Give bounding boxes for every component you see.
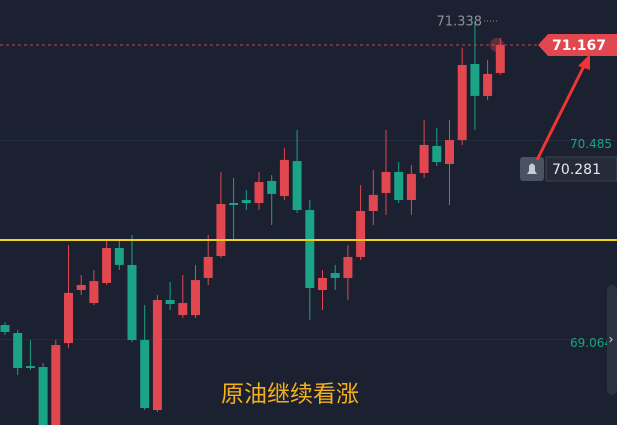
max-label: 71.338 — [437, 15, 483, 30]
candle-body — [127, 264, 137, 340]
alert-price-label: 70.281 — [552, 162, 601, 178]
candle-body — [394, 171, 404, 200]
last-price-label: 71.167 — [552, 38, 606, 54]
candle-body — [318, 277, 327, 291]
candle-body — [76, 284, 86, 291]
candle-body — [419, 144, 429, 173]
y-tick-label: 69.064 — [570, 336, 612, 350]
candle-body — [114, 247, 124, 265]
candle-body — [470, 63, 480, 96]
candle-body — [495, 44, 505, 73]
candle-body — [406, 173, 416, 200]
candle-body — [445, 140, 454, 164]
candle-body — [432, 145, 442, 163]
candle-body — [330, 273, 340, 278]
candle-body — [38, 367, 48, 425]
last-price-tag — [538, 33, 617, 56]
candle-body — [279, 159, 289, 197]
candle-body — [0, 325, 10, 333]
candle-body — [267, 180, 277, 194]
candle-body — [483, 73, 493, 96]
y-tick-label: 70.485 — [570, 137, 612, 151]
candle-body — [356, 211, 366, 257]
candle-body — [102, 247, 112, 284]
scrollbar[interactable] — [607, 285, 617, 395]
candle-body — [140, 340, 150, 409]
annotation: 原油继续看涨 — [221, 382, 359, 408]
candle-body — [89, 281, 99, 304]
candle-body — [343, 256, 353, 278]
candle-body — [241, 199, 251, 204]
candle-body — [25, 366, 35, 369]
candle-body — [457, 64, 467, 141]
candle-body — [13, 332, 23, 369]
arrow — [535, 65, 586, 161]
arrow-head — [578, 54, 590, 70]
candle-body — [51, 345, 61, 425]
candle-body — [229, 203, 239, 206]
candle-body — [254, 182, 264, 204]
candle-body — [305, 210, 315, 289]
candle-body — [381, 171, 391, 193]
candle-body — [203, 256, 213, 278]
candle-body — [216, 204, 226, 256]
candle-body — [292, 161, 302, 211]
last-price-glow — [490, 37, 504, 52]
candle-body — [178, 303, 188, 316]
alert-price-box — [545, 156, 617, 182]
scroll-arrow[interactable]: › — [608, 333, 613, 348]
candle-body — [191, 280, 200, 316]
candle-body — [368, 194, 378, 212]
candle-body — [165, 299, 175, 305]
alert-bell — [527, 163, 537, 175]
candle-body — [64, 292, 73, 344]
candle-body — [152, 299, 162, 411]
